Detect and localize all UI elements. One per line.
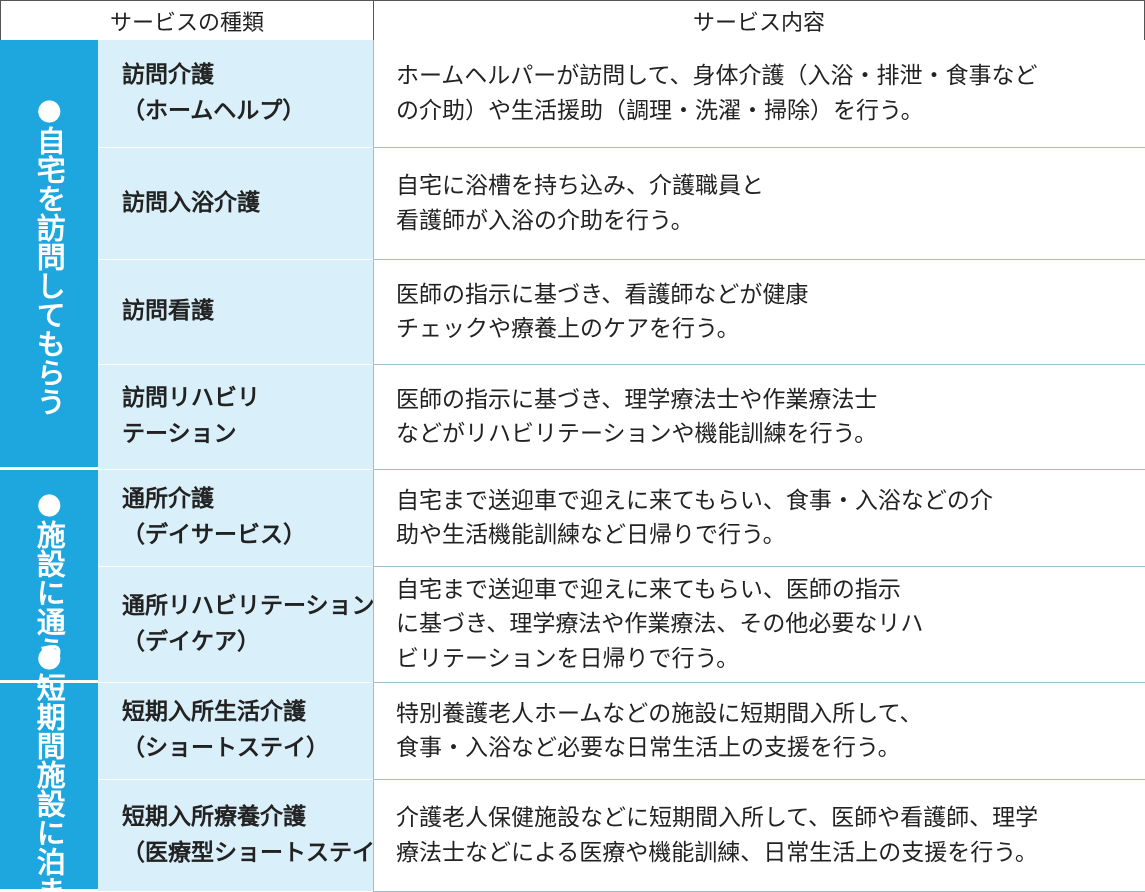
name-text: 短期入所生活介護 （ショートステイ） bbox=[122, 695, 329, 766]
text-line: ●施設に通う bbox=[32, 485, 67, 665]
content-text: ホームヘルパーが訪問して、身体介護（入浴・排泄・食事など の介助）や生活援助（調理… bbox=[396, 59, 1037, 128]
content-text: 医師の指示に基づき、理学療法士や作業療法士 などがリハビリテーションや機能訓練を行… bbox=[396, 383, 877, 452]
service-content: ホームヘルパーが訪問して、身体介護（入浴・排泄・食事など の介助）や生活援助（調理… bbox=[373, 40, 1145, 148]
group-label: ●自宅を訪問してもらう bbox=[0, 40, 98, 470]
header-cell: サービスの種類 bbox=[0, 0, 374, 41]
text-line: テーション bbox=[122, 421, 237, 447]
content-text: 特別養護老人ホームなどの施設に短期間入所して、 食事・入浴など必要な日常生活上の支… bbox=[396, 697, 922, 766]
text-line: 看護師が入浴の介助を行う。 bbox=[396, 207, 694, 234]
text-line: （デイケア） bbox=[122, 628, 260, 655]
text-line: 通所介護 bbox=[122, 486, 214, 513]
service-content: 医師の指示に基づき、理学療法士や作業療法士 などがリハビリテーションや機能訓練を行… bbox=[373, 365, 1145, 470]
content-text: 自宅まで送迎車で迎えに来てもらい、食事・入浴などの介 助や生活機能訓練など日帰りで… bbox=[396, 484, 993, 553]
service-content: 自宅まで送迎車で迎えに来てもらい、医師の指示 に基づき、理学療法や作業療法、その他… bbox=[373, 567, 1145, 683]
service-content: 医師の指示に基づき、看護師などが健康 チェックや療養上のケアを行う。 bbox=[373, 260, 1145, 365]
text-line: （デイサービス） bbox=[122, 522, 306, 548]
text-line: 自宅に浴槽を持ち込み、介護職員と bbox=[396, 173, 764, 199]
service-name: 訪問入浴介護 bbox=[98, 148, 373, 260]
group-label: ●施設に通う bbox=[0, 470, 98, 683]
text-line: 医師の指示に基づき、理学療法士や作業療法士 bbox=[396, 386, 878, 413]
content-text: 医師の指示に基づき、看護師などが健康 チェックや療養上のケアを行う。 bbox=[396, 278, 808, 347]
text-line: 訪問リハビリ bbox=[122, 385, 260, 412]
text-line: ●短期間施設 bbox=[32, 638, 67, 818]
text-line: 介護老人保健施設などに短期間入所して、医師や看護師、理学 bbox=[396, 805, 1039, 831]
text-line: （ホームヘルプ） bbox=[122, 97, 306, 124]
name-text: 通所介護 （デイサービス） bbox=[122, 482, 306, 553]
text-line: に基づき、理学療法や作業療法、その他必要なリハ bbox=[396, 611, 924, 638]
service-name: 短期入所療養介護 （医療型ショートステイ） bbox=[98, 780, 398, 892]
text-line: ビリテーションを日帰りで行う。 bbox=[396, 645, 740, 672]
header-cell: サービス内容 bbox=[373, 0, 1145, 41]
text-line: 訪問入浴介護 bbox=[122, 189, 260, 216]
group-label: ●短期間施設 に泊まる bbox=[0, 639, 98, 892]
service-content: 特別養護老人ホームなどの施設に短期間入所して、 食事・入浴など必要な日常生活上の支… bbox=[373, 683, 1145, 780]
text-line: （医療型ショートステイ） bbox=[122, 839, 398, 866]
text-line: 特別養護老人ホームなどの施設に短期間入所して、 bbox=[396, 700, 923, 727]
text-line: （ショートステイ） bbox=[122, 735, 329, 761]
name-text: 通所リハビリテーション （デイケア） bbox=[122, 589, 375, 660]
service-name: 通所リハビリテーション （デイケア） bbox=[98, 567, 375, 683]
name-text: 訪問入浴介護 bbox=[122, 186, 260, 222]
service-name: 訪問リハビリ テーション bbox=[98, 365, 373, 470]
service-content: 自宅まで送迎車で迎えに来てもらい、食事・入浴などの介 助や生活機能訓練など日帰りで… bbox=[373, 470, 1145, 567]
text-line: 療法士などによる医療や機能訓練、日常生活上の支援を行う。 bbox=[396, 839, 1038, 866]
service-name: 訪問看護 bbox=[98, 260, 373, 365]
service-content: 介護老人保健施設などに短期間入所して、医師や看護師、理学 療法士などによる医療や機… bbox=[373, 780, 1145, 892]
text-line: チェックや療養上のケアを行う。 bbox=[396, 316, 740, 342]
text-line: 通所リハビリテーション bbox=[122, 592, 375, 619]
text-line: 自宅まで送迎車で迎えに来てもらい、食事・入浴などの介 bbox=[396, 487, 993, 514]
text-line: 訪問介護 bbox=[122, 61, 214, 88]
content-text: 自宅まで送迎車で迎えに来てもらい、医師の指示 に基づき、理学療法や作業療法、その他… bbox=[396, 573, 923, 677]
text-line: ●自宅を訪問してもらう bbox=[32, 91, 67, 416]
name-text: 短期入所療養介護 （医療型ショートステイ） bbox=[122, 800, 398, 871]
text-line: 自宅まで送迎車で迎えに来てもらい、医師の指示 bbox=[396, 576, 901, 603]
text-line: の介助）や生活援助（調理・洗濯・掃除）を行う。 bbox=[396, 97, 924, 124]
text-line: などがリハビリテーションや機能訓練を行う。 bbox=[396, 421, 878, 447]
service-name: 通所介護 （デイサービス） bbox=[98, 470, 373, 567]
name-text: 訪問看護 bbox=[122, 294, 214, 330]
service-name: 短期入所生活介護 （ショートステイ） bbox=[98, 683, 373, 780]
text-line: ホームヘルパーが訪問して、身体介護（入浴・排泄・食事など bbox=[396, 63, 1038, 89]
service-name: 訪問介護 （ホームヘルプ） bbox=[98, 40, 373, 148]
text-line: 訪問看護 bbox=[122, 298, 214, 325]
text-line: に泊まる bbox=[32, 817, 67, 892]
name-text: 訪問介護 （ホームヘルプ） bbox=[122, 58, 305, 129]
content-text: 介護老人保健施設などに短期間入所して、医師や看護師、理学 療法士などによる医療や機… bbox=[396, 801, 1038, 870]
text-line: 短期入所療養介護 bbox=[122, 803, 306, 830]
name-text: 訪問リハビリ テーション bbox=[122, 381, 260, 452]
text-line: 医師の指示に基づき、看護師などが健康 bbox=[396, 281, 809, 308]
content-text: 自宅に浴槽を持ち込み、介護職員と 看護師が入浴の介助を行う。 bbox=[396, 169, 764, 238]
text-line: 食事・入浴など必要な日常生活上の支援を行う。 bbox=[396, 735, 901, 761]
service-content: 自宅に浴槽を持ち込み、介護職員と 看護師が入浴の介助を行う。 bbox=[373, 148, 1145, 260]
text-line: 助や生活機能訓練など日帰りで行う。 bbox=[396, 522, 786, 548]
text-line: 短期入所生活介護 bbox=[122, 699, 306, 726]
